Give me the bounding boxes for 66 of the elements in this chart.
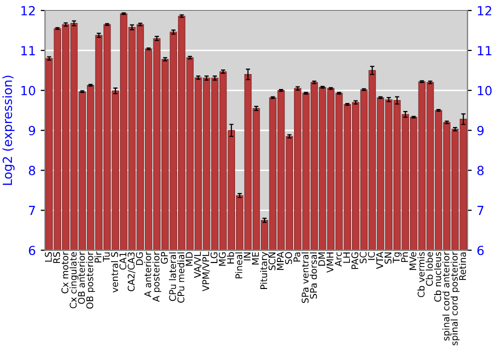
x-tick-label: GP (160, 252, 168, 264)
y2-tick-label: 7 (478, 206, 484, 216)
x-tick-label: Pineal (235, 252, 242, 278)
x-tick-label: MG (218, 252, 226, 266)
x-tick-label: CA2/CA3 (128, 252, 136, 292)
y2-tick-label: 12 (478, 6, 492, 16)
x-tick-label: VTA (376, 252, 384, 269)
x-tick-label: OB posterior (86, 252, 95, 309)
x-tick-label: SPa dorsal (310, 252, 317, 299)
y2-tick-label: 6 (477, 246, 484, 256)
x-tick-label: IC (368, 252, 375, 260)
y-axis-title: Log2 (expression) (2, 76, 15, 185)
y-tick-label: 12 (21, 6, 35, 16)
x-tick-label: Tu (102, 252, 110, 262)
x-tick-label: Pir (94, 252, 102, 262)
x-tick-label: PAG (351, 252, 358, 269)
x-tick-label: VMH (326, 252, 334, 273)
x-tick-label: SCN (268, 252, 276, 270)
x-tick-label: Pa (294, 252, 300, 262)
x-tick-label: VA/VL (194, 252, 202, 278)
x-tick-label: Pituitary (260, 252, 269, 289)
x-tick-label: CPu medial (177, 252, 184, 303)
x-tick-label: Cb vermis (418, 252, 425, 298)
x-tick-label: spinal cord posterior (450, 252, 460, 346)
x-tick-label: Tg (392, 252, 402, 264)
y-tick-label: 11 (21, 46, 35, 56)
y2-tick-label: 8 (477, 166, 484, 176)
x-tick-label: LH (343, 252, 350, 263)
x-tick-label: Cx cingulate (70, 252, 78, 308)
x-tick-label: spinal cord anterior (442, 252, 452, 341)
x-tick-label: LS (44, 252, 52, 262)
y-tick-label: 6 (28, 246, 36, 256)
x-tick-label: A anterior (144, 252, 152, 298)
x-tick-label: MVe (410, 252, 416, 270)
y2-tick-label: 11 (478, 46, 492, 56)
x-tick-label: Cb nucleus (434, 252, 442, 302)
x-tick-label: Pn (401, 252, 408, 262)
x-tick-label: Cx motor (61, 252, 68, 294)
x-tick-label: SO (285, 252, 292, 264)
x-tick-label: SPa ventral (302, 252, 309, 303)
x-tick-label: Arc (334, 252, 342, 266)
x-tick-label: IN (244, 252, 250, 260)
x-tick-label: DM (318, 252, 326, 266)
x-tick-label: A posterior (152, 252, 162, 302)
x-tick-label: ventral S (110, 252, 118, 292)
x-tick-label: Hb (226, 252, 234, 264)
y-tick-label: 9 (28, 126, 36, 136)
y-tick-label: 8 (28, 166, 36, 176)
x-tick-label: RS (53, 252, 60, 263)
y2-tick-label: 10 (478, 86, 492, 96)
x-tick-label: CA1 (119, 252, 126, 270)
x-tick-label: LG (210, 252, 218, 263)
x-tick-label: Cb lobe (426, 252, 433, 286)
x-tick-label: MPA (276, 252, 284, 270)
x-tick-label: MD (186, 252, 193, 266)
x-tick-label: DG (136, 252, 143, 265)
x-tick-label: SC (360, 252, 367, 264)
y-tick-label: 7 (29, 206, 35, 216)
x-tick-label: CPu lateral (168, 252, 176, 301)
x-tick-label: SN (384, 252, 392, 264)
x-tick-label: ME (252, 252, 259, 264)
x-tick-label: Retina (458, 252, 466, 280)
y-tick-label: 10 (21, 86, 36, 96)
y2-tick-label: 9 (477, 126, 484, 136)
x-tick-label: VPM/VPL (202, 252, 210, 292)
x-tick-label: OB anterior (78, 252, 85, 304)
